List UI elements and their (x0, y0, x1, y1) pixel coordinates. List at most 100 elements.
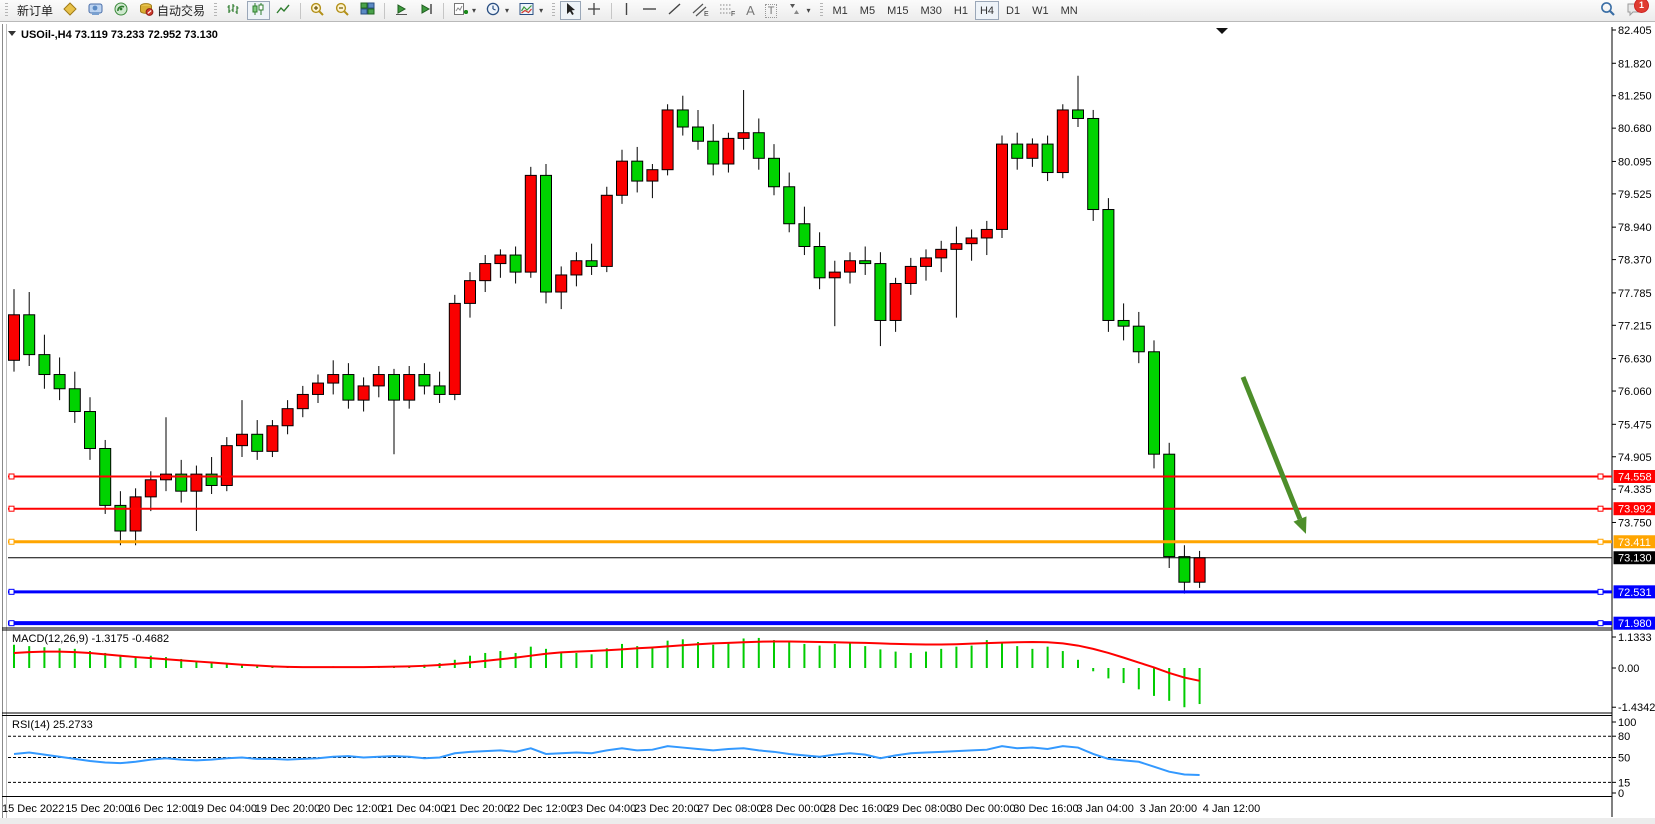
search-button[interactable] (1596, 1, 1620, 20)
candle-body (175, 473, 188, 492)
candle-body (585, 260, 598, 267)
toolbar-grip[interactable] (819, 3, 823, 18)
new-order-button[interactable]: 新订单 (13, 1, 57, 20)
candle-body (448, 302, 461, 395)
zoom-out-button[interactable] (331, 1, 354, 20)
candle-body (904, 265, 917, 284)
candle-body (570, 260, 583, 276)
candle-body (38, 354, 51, 376)
user-terminal-button[interactable] (84, 1, 108, 20)
hline-price-label: 74.558 (1618, 471, 1652, 483)
horizontal-lines-layer[interactable]: 74.558 73.992 73.411 73.130 72.531 71.980 (8, 469, 1655, 630)
toolbar-grip[interactable] (552, 3, 556, 18)
hline-price-label-box (1613, 585, 1655, 599)
macd-panel[interactable]: 1.1333 0.00 -1.4342 MACD(12,26,9) -1.3175 -… (12, 632, 1655, 714)
price-chart-surface[interactable]: 82.405 81.820 81.250 80.680 80.095 79.525 78.9… (0, 24, 1655, 824)
cursor-button[interactable] (560, 1, 582, 20)
candle-body (600, 194, 613, 267)
candle-body (1193, 557, 1206, 583)
auto-scroll-button[interactable] (390, 1, 413, 20)
crosshair-button[interactable] (583, 1, 606, 20)
fibonacci-icon: F (719, 2, 736, 20)
candle-body (935, 248, 948, 259)
candle-body (707, 140, 720, 165)
trendline-button[interactable] (663, 1, 686, 20)
candlestick-chart-button[interactable] (247, 1, 271, 20)
chart-shift-marker-icon[interactable] (1216, 28, 1228, 34)
toolbar-grip[interactable] (5, 3, 8, 18)
price-tick-label: 78.940 (1618, 222, 1652, 234)
candle-body (357, 385, 370, 401)
hline-handle[interactable] (8, 473, 15, 480)
periods-button[interactable]: ▾ (482, 1, 513, 20)
hline-handle[interactable] (8, 588, 15, 595)
price-tick-label: 78.370 (1618, 255, 1652, 267)
hline-handle[interactable] (1597, 505, 1604, 512)
candle-body (768, 157, 780, 188)
trend-arrow-annotation[interactable] (1240, 376, 1303, 520)
candle-body (844, 260, 856, 273)
hline-handle[interactable] (8, 505, 15, 512)
chart-shift-button[interactable] (415, 1, 438, 20)
fibonacci-button[interactable]: F (715, 1, 740, 20)
timeframe-m5-button[interactable]: M5 (855, 1, 880, 20)
candle-body (889, 282, 902, 321)
candle-body (1163, 453, 1176, 558)
timeframe-w1-button[interactable]: W1 (1027, 1, 1054, 20)
candle-body (1041, 143, 1054, 174)
hline-handle[interactable] (8, 538, 15, 545)
chart-title-group: USOil-,H4 73.119 73.233 72.952 73.130 (8, 29, 218, 41)
timeframe-mn-button[interactable]: MN (1056, 1, 1083, 20)
new-chart-button[interactable]: ▾ (449, 1, 480, 20)
templates-button[interactable]: ▾ (515, 1, 547, 20)
candle-body (752, 132, 765, 159)
toolbar-grip[interactable] (214, 3, 218, 18)
autotrading-button[interactable]: 自动交易 (135, 1, 209, 20)
candle-body (327, 374, 340, 384)
zoom-in-button[interactable] (306, 1, 329, 20)
rsi-panel[interactable]: 100 80 50 150 RSI(14) 25.2733 (8, 717, 1636, 800)
chart-window: 82.405 81.820 81.250 80.680 80.095 79.525 78.9… (0, 24, 1655, 824)
hline-handle[interactable] (1597, 473, 1604, 480)
timeframe-h1-button[interactable]: H1 (949, 1, 973, 20)
arrows-button[interactable]: ▾ (783, 1, 814, 20)
timeframe-d1-button[interactable]: D1 (1001, 1, 1025, 20)
time-axis-label: 30 Dec 16:00 (1013, 803, 1078, 815)
text-button[interactable]: A (742, 1, 759, 20)
hline-price-label-box (1613, 502, 1655, 516)
candle-body (479, 263, 492, 282)
gold-icon-button[interactable] (59, 1, 82, 20)
text-label-button[interactable]: T (761, 1, 782, 20)
hline-handle[interactable] (1597, 588, 1604, 595)
time-axis-label: 3 Jan 20:00 (1140, 803, 1198, 815)
chart-menu-triangle-icon[interactable] (8, 31, 16, 36)
rsi-tick-label: 100 (1618, 717, 1636, 729)
horizontal-line-button[interactable] (638, 1, 661, 20)
channel-icon: E (692, 2, 709, 20)
timeframe-m15-button[interactable]: M15 (882, 1, 913, 20)
candle-body (859, 260, 872, 265)
chart-background (0, 24, 1655, 824)
timeframe-h4-button[interactable]: H4 (974, 1, 999, 20)
bar-chart-button[interactable] (222, 1, 245, 20)
template-icon (519, 2, 535, 19)
timeframe-m1-button[interactable]: M1 (828, 1, 853, 20)
line-chart-button[interactable] (272, 1, 295, 20)
candles-layer[interactable] (8, 75, 1206, 594)
hline-handle[interactable] (8, 620, 15, 627)
price-tick-label: 76.630 (1618, 354, 1652, 366)
channel-button[interactable]: E (688, 1, 713, 20)
candle-body (418, 374, 431, 387)
hline-handle[interactable] (1597, 538, 1604, 545)
hline-price-label-box (1613, 535, 1655, 549)
price-tick-label: 77.785 (1618, 288, 1652, 300)
tile-windows-button[interactable] (356, 1, 379, 20)
notifications-button[interactable]: 1 (1622, 0, 1649, 20)
candle-body (464, 280, 476, 304)
time-axis-label: 27 Dec 08:00 (697, 803, 762, 815)
signals-button[interactable] (110, 1, 133, 20)
price-tick-label: 81.820 (1618, 58, 1652, 70)
hline-handle[interactable] (1597, 620, 1604, 627)
vertical-line-button[interactable] (617, 1, 636, 20)
timeframe-m30-button[interactable]: M30 (915, 1, 946, 20)
